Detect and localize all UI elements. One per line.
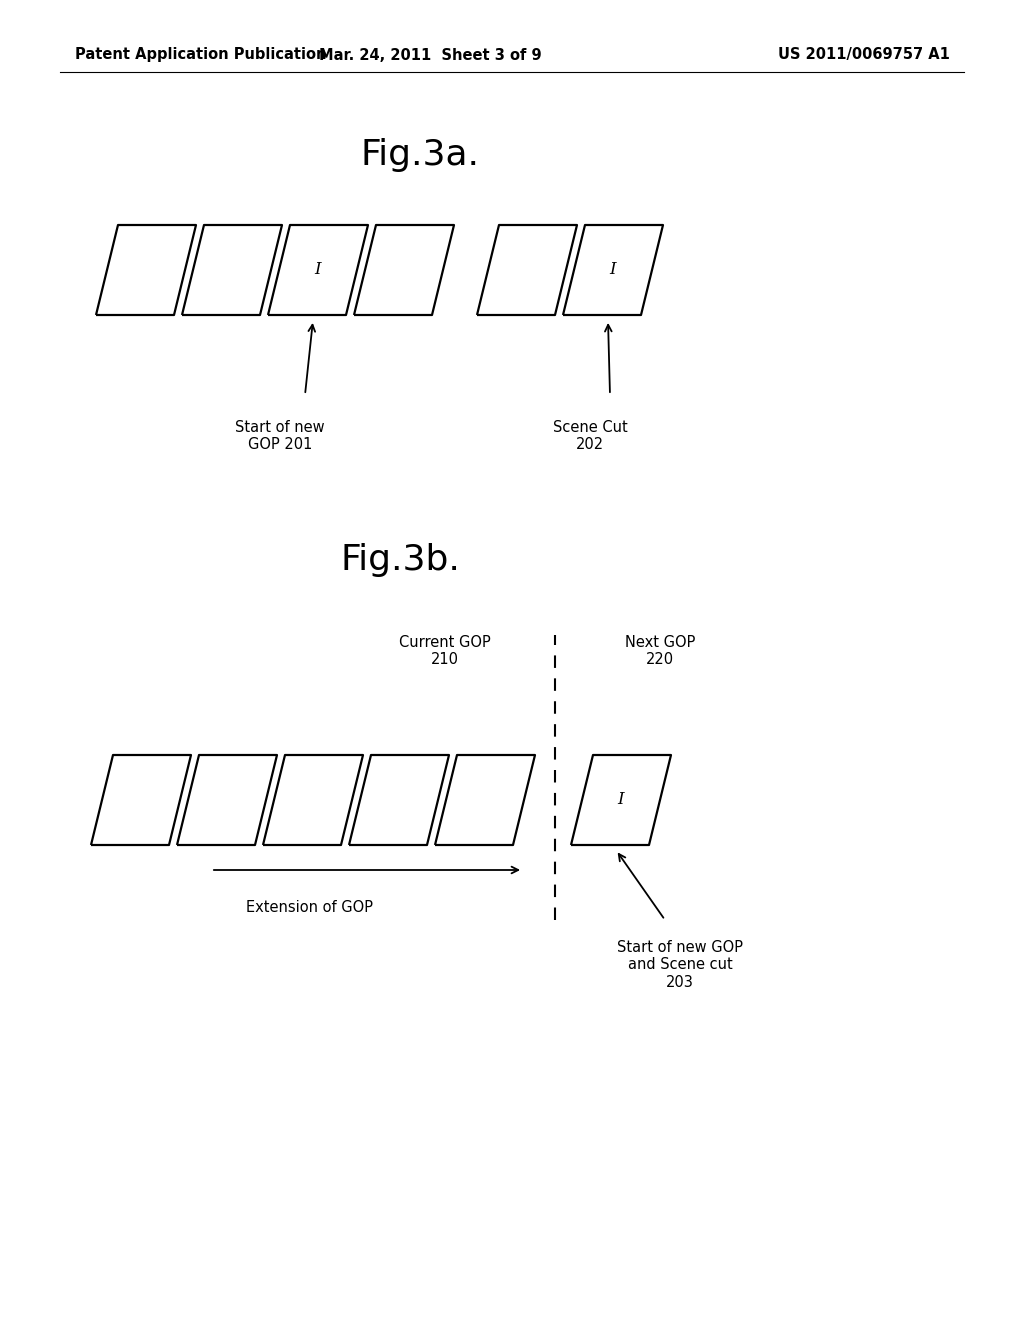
Text: Fig.3b.: Fig.3b. bbox=[340, 543, 460, 577]
Text: Current GOP
210: Current GOP 210 bbox=[399, 635, 490, 668]
Text: Scene Cut
202: Scene Cut 202 bbox=[553, 420, 628, 453]
Text: US 2011/0069757 A1: US 2011/0069757 A1 bbox=[778, 48, 950, 62]
Text: I: I bbox=[617, 792, 625, 808]
Text: Start of new GOP
and Scene cut
203: Start of new GOP and Scene cut 203 bbox=[617, 940, 743, 990]
Text: Fig.3a.: Fig.3a. bbox=[360, 139, 479, 172]
Text: Extension of GOP: Extension of GOP bbox=[247, 900, 374, 915]
Text: Start of new
GOP 201: Start of new GOP 201 bbox=[236, 420, 325, 453]
Text: I: I bbox=[314, 261, 322, 279]
Text: Mar. 24, 2011  Sheet 3 of 9: Mar. 24, 2011 Sheet 3 of 9 bbox=[318, 48, 542, 62]
Text: I: I bbox=[609, 261, 616, 279]
Text: Next GOP
220: Next GOP 220 bbox=[625, 635, 695, 668]
Text: Patent Application Publication: Patent Application Publication bbox=[75, 48, 327, 62]
